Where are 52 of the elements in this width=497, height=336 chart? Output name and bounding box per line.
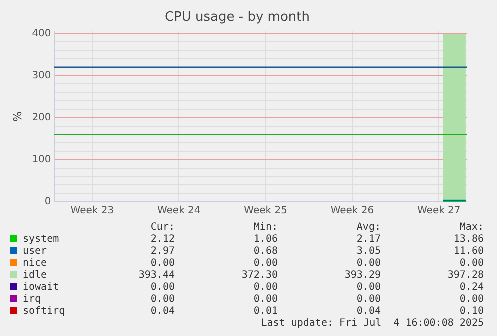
x-tick-label: Week 26: [330, 206, 374, 217]
text: 397.28: [446, 270, 484, 282]
text: Avg:: [356, 222, 381, 234]
text: 0.04: [356, 306, 381, 318]
text: Min:: [252, 222, 278, 234]
text: Cur:: [150, 222, 175, 234]
chart-title: CPU usage - by month: [164, 10, 310, 26]
text: 11.60: [452, 246, 484, 258]
legend-label: irq: [22, 294, 42, 306]
text: Last update: Fri Jul 4 16:00:08 2025: [261, 318, 484, 330]
text: 2.97: [150, 246, 175, 258]
text: 0.00: [150, 258, 175, 270]
text: 0.01: [252, 306, 278, 318]
text: 0.00: [252, 282, 278, 294]
legend-label: nice: [22, 258, 48, 270]
text: 393.44: [138, 270, 175, 282]
y-tick-label: 0: [44, 196, 52, 208]
legend-label: user: [22, 246, 48, 258]
text: 2.12: [150, 234, 175, 246]
text: 393.29: [344, 270, 381, 282]
text: 2.17: [356, 234, 381, 246]
y-tick-label: 100: [32, 154, 52, 166]
text: 1.06: [252, 234, 278, 246]
text: 0.00: [356, 258, 381, 270]
text: 0.24: [458, 282, 484, 294]
text: 0.00: [150, 282, 175, 294]
x-tick-label: Week 23: [70, 206, 114, 217]
text: 0.04: [150, 306, 175, 318]
text: 0.10: [458, 306, 484, 318]
x-tick-label: Week 25: [244, 206, 288, 217]
text: Max:: [458, 222, 484, 234]
x-tick-label: Week 24: [157, 206, 201, 217]
text: 0.68: [252, 246, 278, 258]
text: 0.00: [252, 294, 278, 306]
text: 0.00: [252, 258, 278, 270]
text: 0.00: [458, 294, 484, 306]
text: 372.30: [240, 270, 278, 282]
legend-label: idle: [22, 270, 48, 282]
text: 13.86: [452, 234, 484, 246]
text: 0.00: [356, 294, 381, 306]
y-tick-label: 300: [32, 70, 52, 82]
x-tick-label: Week 27: [417, 206, 461, 217]
y-axis-title: %: [11, 112, 24, 122]
legend-label: system: [22, 234, 60, 246]
y-tick-label: 400: [32, 28, 52, 40]
text: 0.00: [150, 294, 175, 306]
y-tick-label: 200: [32, 112, 52, 124]
text: 0.00: [356, 282, 381, 294]
text: 3.05: [356, 246, 381, 258]
text: 0.00: [458, 258, 484, 270]
legend-label: softirq: [22, 306, 66, 318]
legend-label: iowait: [22, 282, 60, 294]
